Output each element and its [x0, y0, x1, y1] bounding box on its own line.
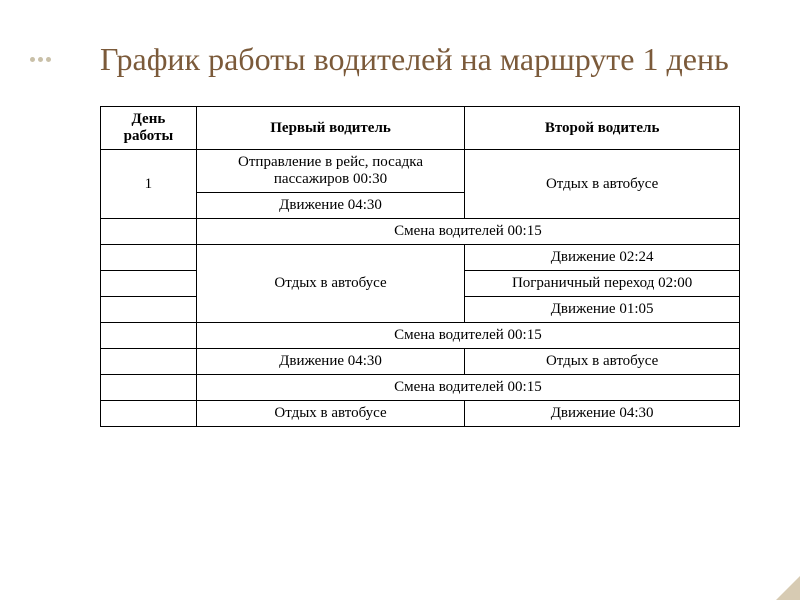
table-row: Смена водителей 00:15: [101, 219, 740, 245]
cell: Движение 04:30: [196, 193, 464, 219]
shift-cell: Смена водителей 00:15: [196, 219, 739, 245]
accent-dots: [30, 52, 72, 66]
cell: Отправление в рейс, посадка пассажиров 0…: [196, 150, 464, 193]
blank-cell: [101, 245, 197, 271]
table-header-row: День работы Первый водитель Второй водит…: [101, 107, 740, 150]
schedule-table: День работы Первый водитель Второй водит…: [100, 106, 740, 427]
cell: Отдых в автобусе: [465, 150, 740, 219]
blank-cell: [101, 271, 197, 297]
blank-cell: [101, 375, 197, 401]
cell: Движение 01:05: [465, 297, 740, 323]
blank-cell: [101, 401, 197, 427]
blank-cell: [101, 349, 197, 375]
cell: Отдых в автобусе: [196, 245, 464, 323]
slide-title: График работы водителей на маршруте 1 де…: [100, 40, 740, 78]
blank-cell: [101, 297, 197, 323]
table-row: 1 Отправление в рейс, посадка пассажиров…: [101, 150, 740, 193]
cell: Движение 02:24: [465, 245, 740, 271]
blank-cell: [101, 323, 197, 349]
shift-cell: Смена водителей 00:15: [196, 323, 739, 349]
cell: Отдых в автобусе: [196, 401, 464, 427]
cell: Движение 04:30: [196, 349, 464, 375]
header-driver1: Первый водитель: [196, 107, 464, 150]
table-row: Отдых в автобусе Движение 04:30: [101, 401, 740, 427]
cell: Движение 04:30: [465, 401, 740, 427]
table-row: Смена водителей 00:15: [101, 323, 740, 349]
page-corner-fold-icon: [776, 576, 800, 600]
cell: Пограничный переход 02:00: [465, 271, 740, 297]
table-row: Движение 04:30 Отдых в автобусе: [101, 349, 740, 375]
header-day: День работы: [101, 107, 197, 150]
table-row: Отдых в автобусе Движение 02:24: [101, 245, 740, 271]
table-row: Смена водителей 00:15: [101, 375, 740, 401]
day-cell: 1: [101, 150, 197, 219]
header-driver2: Второй водитель: [465, 107, 740, 150]
blank-cell: [101, 219, 197, 245]
shift-cell: Смена водителей 00:15: [196, 375, 739, 401]
cell: Отдых в автобусе: [465, 349, 740, 375]
